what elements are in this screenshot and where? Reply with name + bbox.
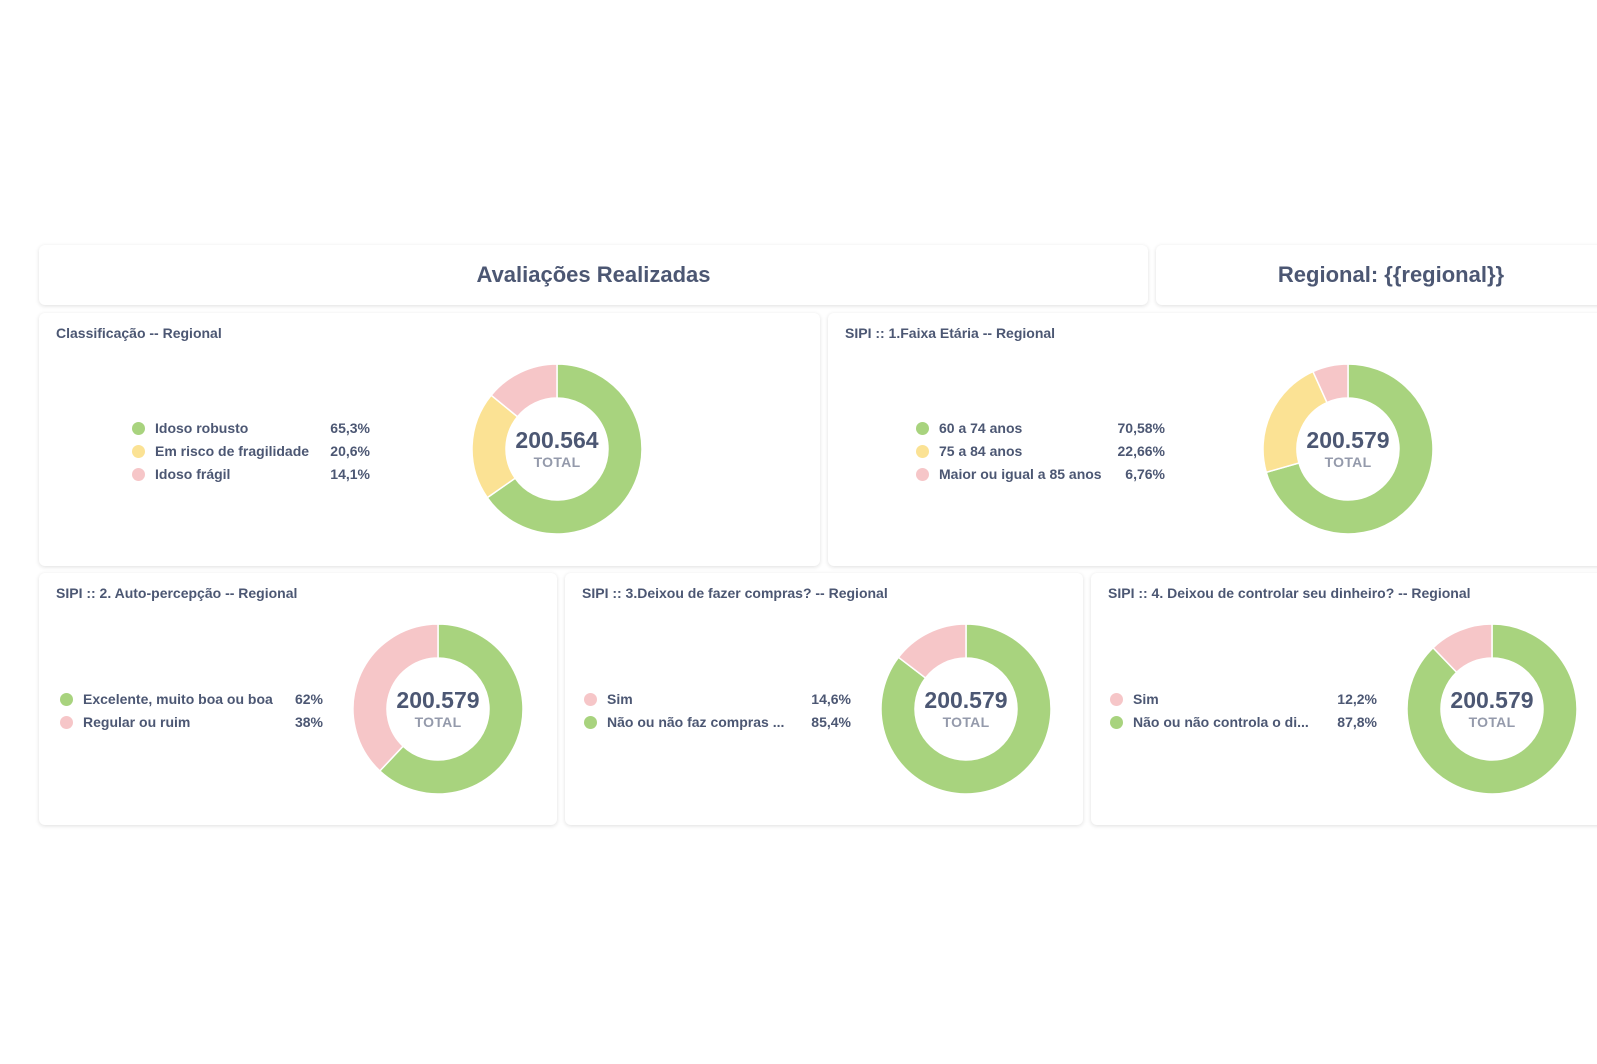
legend-dot [916,422,929,435]
donut-svg [353,624,523,794]
legend-dot [1110,716,1123,729]
legend-percent: 6,76% [1125,466,1165,482]
chart-card-classificacao[interactable]: Classificação -- Regional Idoso robusto … [39,313,820,566]
legend-percent: 12,2% [1337,691,1377,707]
legend-percent: 20,6% [330,443,370,459]
chart-legend: Excelente, muito boa ou boa 62% Regular … [60,688,323,734]
legend-item[interactable]: 75 a 84 anos 22,66% [916,440,1165,463]
donut-slice[interactable] [1311,364,1349,404]
legend-percent: 14,6% [811,691,851,707]
donut-slice[interactable] [1265,364,1433,534]
legend-dot [584,716,597,729]
header-card-regional: Regional: {{regional}} [1156,245,1597,305]
legend-percent: 70,58% [1117,420,1165,436]
donut-slice[interactable] [881,624,1051,794]
chart-card-deixou-compras[interactable]: SIPI :: 3.Deixou de fazer compras? -- Re… [565,573,1083,825]
legend-dot [132,468,145,481]
legend-label: Sim [607,691,633,707]
donut-slice[interactable] [1407,624,1577,794]
legend-dot [60,716,73,729]
legend-item[interactable]: Sim 14,6% [584,688,851,711]
header-card-avaliacoes: Avaliações Realizadas [39,245,1148,305]
chart-card-auto-percepcao[interactable]: SIPI :: 2. Auto-percepção -- Regional Ex… [39,573,557,825]
legend-percent: 65,3% [330,420,370,436]
chart-legend: Idoso robusto 65,3% Em risco de fragilid… [132,417,370,486]
legend-label: Em risco de fragilidade [155,443,310,459]
legend-item[interactable]: Não ou não faz compras ... 85,4% [584,711,851,734]
legend-percent: 22,66% [1117,443,1165,459]
card-title[interactable]: SIPI :: 2. Auto-percepção -- Regional [56,585,298,601]
donut-slice[interactable] [490,364,558,418]
donut-slice[interactable] [1263,370,1328,474]
legend-label: Não ou não controla o di... [1133,714,1309,730]
chart-legend: 60 a 74 anos 70,58% 75 a 84 anos 22,66% … [916,417,1165,486]
legend-label: Idoso frágil [155,466,231,482]
legend-label: Não ou não faz compras ... [607,714,785,730]
card-title[interactable]: SIPI :: 3.Deixou de fazer compras? -- Re… [582,585,888,601]
donut-slice[interactable] [486,364,642,534]
donut-chart[interactable]: 200.579 TOTAL [881,624,1051,794]
legend-dot [584,693,597,706]
legend-dot [132,422,145,435]
legend-label: Idoso robusto [155,420,249,436]
legend-item[interactable]: Maior ou igual a 85 anos 6,76% [916,463,1165,486]
legend-item[interactable]: Sim 12,2% [1110,688,1377,711]
donut-chart[interactable]: 200.579 TOTAL [1407,624,1577,794]
legend-label: Excelente, muito boa ou boa [83,691,273,707]
legend-percent: 38% [294,714,323,730]
chart-card-faixa-etaria[interactable]: SIPI :: 1.Faixa Etária -- Regional 60 a … [828,313,1597,566]
legend-dot [60,693,73,706]
legend-dot [916,445,929,458]
card-title[interactable]: Classificação -- Regional [56,325,222,341]
donut-slice[interactable] [353,624,439,773]
legend-dot [916,468,929,481]
legend-dot [1110,693,1123,706]
legend-item[interactable]: Regular ou ruim 38% [60,711,323,734]
legend-label: Sim [1133,691,1159,707]
donut-svg [1263,364,1433,534]
legend-percent: 14,1% [330,466,370,482]
chart-legend: Sim 14,6% Não ou não faz compras ... 85,… [584,688,851,734]
legend-item[interactable]: Idoso frágil 14,1% [132,463,370,486]
donut-chart[interactable]: 200.564 TOTAL [472,364,642,534]
legend-label: 60 a 74 anos [939,420,1023,436]
header-title: Avaliações Realizadas [476,262,711,287]
legend-label: Regular ou ruim [83,714,191,730]
legend-percent: 87,8% [1337,714,1377,730]
donut-chart[interactable]: 200.579 TOTAL [353,624,523,794]
donut-chart[interactable]: 200.579 TOTAL [1263,364,1433,534]
donut-svg [881,624,1051,794]
legend-item[interactable]: 60 a 74 anos 70,58% [916,417,1165,440]
legend-item[interactable]: Não ou não controla o di... 87,8% [1110,711,1377,734]
donut-slice[interactable] [378,624,523,794]
legend-item[interactable]: Idoso robusto 65,3% [132,417,370,440]
legend-percent: 85,4% [811,714,851,730]
legend-label: Maior ou igual a 85 anos [939,466,1102,482]
card-title[interactable]: SIPI :: 4. Deixou de controlar seu dinhe… [1108,585,1471,601]
card-title[interactable]: SIPI :: 1.Faixa Etária -- Regional [845,325,1056,341]
donut-svg [472,364,642,534]
donut-svg [1407,624,1577,794]
donut-slice[interactable] [1431,624,1493,674]
legend-label: 75 a 84 anos [939,443,1023,459]
chart-legend: Sim 12,2% Não ou não controla o di... 87… [1110,688,1377,734]
legend-percent: 62% [294,691,323,707]
chart-card-controlar-dinheiro[interactable]: SIPI :: 4. Deixou de controlar seu dinhe… [1091,573,1597,825]
header-title-regional: Regional: {{regional}} [1277,262,1505,287]
legend-dot [132,445,145,458]
donut-slice[interactable] [897,624,967,680]
legend-item[interactable]: Em risco de fragilidade 20,6% [132,440,370,463]
legend-item[interactable]: Excelente, muito boa ou boa 62% [60,688,323,711]
